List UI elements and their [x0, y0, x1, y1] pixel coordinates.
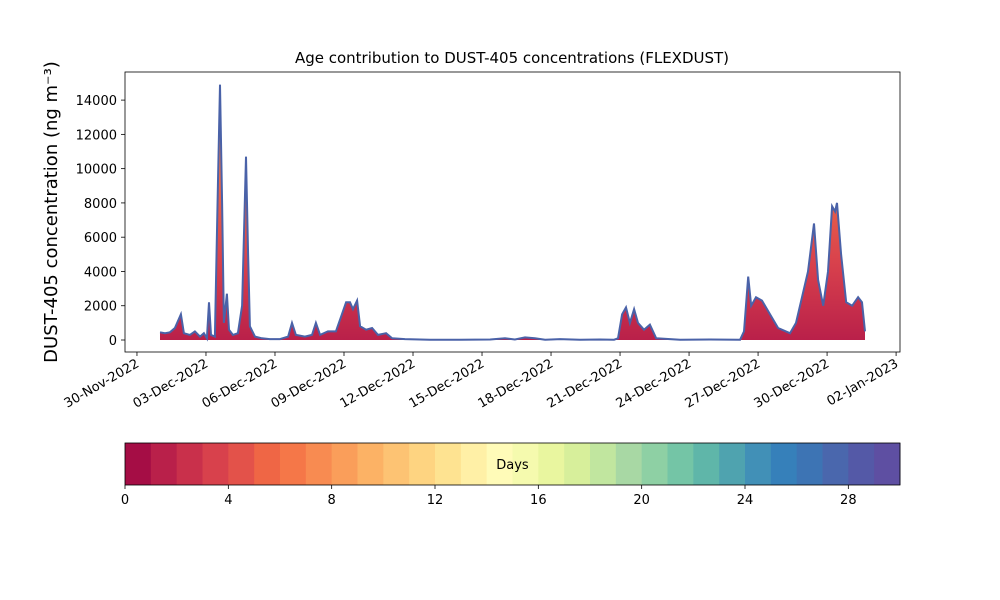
x-tick-label: 09-Dec-2022 [269, 356, 349, 411]
age-area [160, 84, 865, 341]
colorbar-swatch [538, 443, 565, 485]
x-tick-label: 12-Dec-2022 [338, 356, 418, 411]
colorbar-swatch [409, 443, 436, 485]
colorbar-swatch [357, 443, 384, 485]
colorbar-tick-label: 16 [530, 493, 547, 508]
y-axis-label: DUST-405 concentration (ng m⁻³) [41, 61, 62, 363]
colorbar-swatch [848, 443, 875, 485]
colorbar-swatch [874, 443, 901, 485]
y-tick-label: 0 [109, 334, 117, 349]
colorbar-swatch [202, 443, 229, 485]
colorbar-label: Days [496, 458, 529, 473]
colorbar-swatch [615, 443, 643, 485]
colorbar-swatch [331, 443, 358, 485]
x-tick-label: 06-Dec-2022 [200, 356, 280, 411]
colorbar-swatch [383, 443, 410, 485]
colorbar-swatch [305, 443, 333, 485]
x-tick-label: 02-Jan-2023 [824, 356, 901, 409]
colorbar-swatch [280, 443, 307, 485]
colorbar-swatch [460, 443, 488, 485]
y-tick-label: 14000 [76, 94, 117, 109]
colorbar-frame [124, 442, 901, 486]
x-tick-label: 30-Dec-2022 [752, 356, 832, 411]
colorbar-tick-label: 8 [328, 493, 336, 508]
colorbar-swatch [486, 443, 513, 485]
colorbar-swatch [667, 443, 694, 485]
colorbar-swatch [719, 443, 746, 485]
colorbar-swatch [254, 443, 281, 485]
colorbar-swatch [822, 443, 849, 485]
colorbar-tick-label: 24 [737, 493, 754, 508]
colorbar-swatch [176, 443, 203, 485]
colorbar-tick-label: 4 [224, 493, 232, 508]
colorbar-swatch [564, 443, 591, 485]
plot-frame [124, 71, 901, 353]
colorbar-swatch [228, 443, 255, 485]
colorbar: Days 0 4 8 12 16 20 24 28 [121, 442, 901, 508]
colorbar-swatch [125, 443, 152, 485]
colorbar-tick-label: 28 [840, 493, 857, 508]
y-tick-label: 4000 [84, 265, 117, 280]
colorbar-tick-label: 12 [427, 493, 444, 508]
plot-area: 0 2000 4000 6000 8000 10000 12000 14000 30-Nov-2… [62, 84, 901, 412]
colorbar-swatch [512, 443, 539, 485]
y-tick-label: 2000 [84, 300, 117, 315]
x-tick-label: 18-Dec-2022 [476, 356, 556, 411]
x-tick-label: 30-Nov-2022 [62, 356, 142, 411]
x-tick-label: 21-Dec-2022 [545, 356, 625, 411]
x-tick-label: 24-Dec-2022 [614, 356, 694, 411]
chart-title: Age contribution to DUST-405 concentrati… [295, 49, 729, 67]
x-tick-label: 27-Dec-2022 [683, 356, 763, 411]
colorbar-swatch [641, 443, 668, 485]
y-tick-label: 8000 [84, 197, 117, 212]
colorbar-swatch [693, 443, 720, 485]
colorbar-swatch [745, 443, 772, 485]
y-tick-label: 6000 [84, 231, 117, 246]
x-tick-label: 03-Dec-2022 [131, 356, 211, 411]
colorbar-swatch [796, 443, 823, 485]
colorbar-swatch [590, 443, 617, 485]
total-line [159, 84, 866, 342]
y-tick-label: 10000 [76, 163, 117, 178]
colorbar-swatch [150, 443, 178, 485]
colorbar-tick-label: 0 [121, 493, 129, 508]
colorbar-swatch [435, 443, 462, 485]
colorbar-swatch [770, 443, 798, 485]
colorbar-tick-label: 20 [633, 493, 650, 508]
y-tick-label: 12000 [76, 128, 117, 143]
x-tick-label: 15-Dec-2022 [407, 356, 487, 411]
